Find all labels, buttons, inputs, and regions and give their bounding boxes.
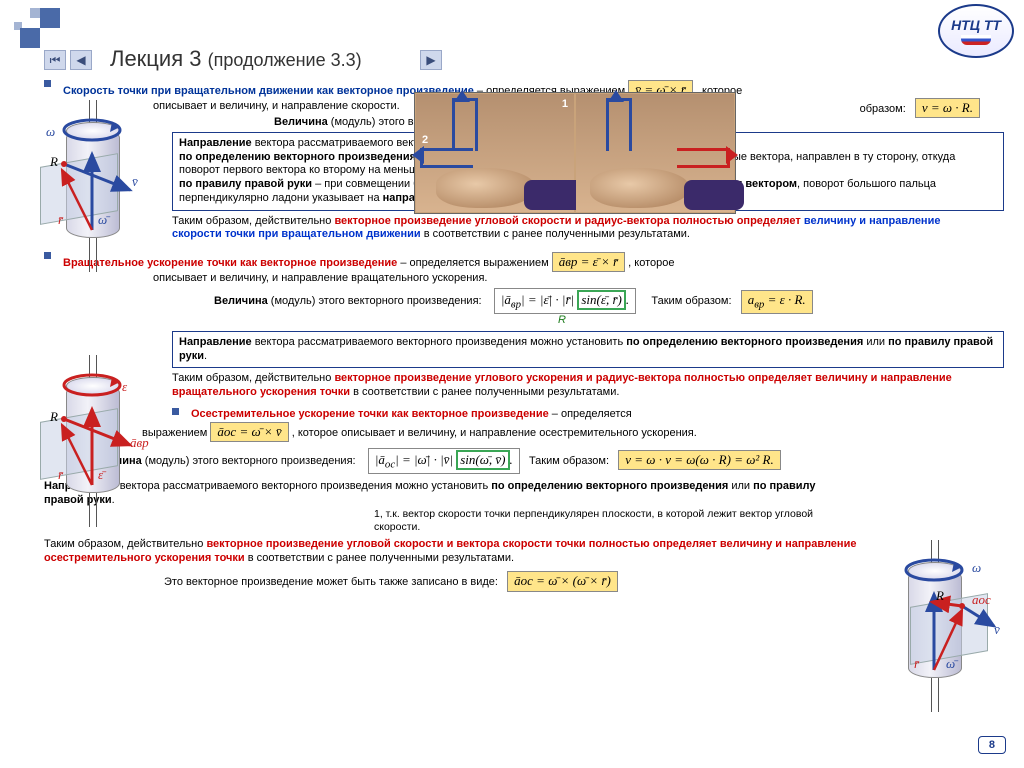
logo: НТЦ ТТ — [938, 4, 1014, 58]
s3-line2b: , которое описывает и величину, и направ… — [292, 427, 697, 439]
nav-first-button[interactable]: ⏮ — [44, 50, 66, 70]
d3-w: ω̄ — [946, 656, 955, 672]
formula-avr-mag: |āвр| = |ε̄| · |r̄| sin(ε̄, r̄). — [494, 288, 636, 314]
bullet-icon-3 — [172, 408, 179, 415]
d2-r: r̄ — [58, 467, 63, 483]
section-centripetal: Осестремительное ускорение точки как век… — [44, 408, 1004, 592]
s3-mag2: (модуль) этого векторного произведения: — [142, 455, 356, 467]
bullet-icon — [44, 80, 51, 87]
s2-dir-f: . — [204, 350, 207, 362]
s2-thus: Таким образом: — [651, 295, 731, 307]
s3-con-c: в соответствии с ранее полученными резул… — [245, 552, 514, 564]
title-main: Лекция 3 — [110, 46, 201, 71]
section-velocity: Скорость точки при вращательном движении… — [44, 80, 1004, 242]
s1-heading: Скорость точки при вращательном движении… — [63, 85, 474, 97]
s3-line2a: выражением — [142, 427, 210, 439]
formula-aoc-final: āос = ω̄ × (ω̄ × r̄) — [507, 571, 618, 591]
s3-heading: Осестремительное ускорение точки как век… — [191, 408, 549, 420]
diagram-centripetal: ω R aос v̄ r̄ ω̄ — [876, 540, 991, 715]
hand-photo-left: 1 2 — [416, 94, 574, 212]
s3-dir-b: вектора рассматриваемого векторного прои… — [117, 480, 492, 492]
d2-eps: ε — [122, 379, 127, 395]
formula-aoc: āос = ω̄ × v̄ — [210, 422, 288, 442]
s2-con-c: в соответствии с ранее полученными резул… — [350, 386, 619, 398]
s3-text1: – определяется — [549, 408, 632, 420]
formula-avr-res: aвр = ε · R. — [741, 290, 813, 314]
hand-label-1: 1 — [562, 98, 568, 112]
slide-nav-next: ▶ — [420, 50, 442, 70]
s2-text1: – определяется выражением — [397, 257, 551, 269]
s3-note: 1, т.к. вектор скорости точки перпендику… — [374, 508, 844, 534]
s3-final: Это векторное произведение может быть та… — [164, 576, 498, 588]
s3-dir-c: по определению векторного произведения — [491, 480, 728, 492]
s2-con-a: Таким образом, действительно — [172, 372, 334, 384]
d1-omega: ω — [46, 124, 55, 140]
logo-flag-icon — [961, 35, 991, 45]
d2-R: R — [50, 409, 58, 425]
s3-dir-d: или — [728, 480, 753, 492]
formula-v-result: v = ω · R. — [915, 98, 980, 118]
nav-prev-button[interactable]: ◀ — [70, 50, 92, 70]
s1-con-a: Таким образом, действительно — [172, 215, 334, 227]
s1-thus-lbl: образом: — [860, 103, 906, 115]
s2-r-label: R — [558, 314, 1004, 328]
s2-mag1: Величина — [214, 295, 268, 307]
s2-mag2: (модуль) этого векторного произведения: — [268, 295, 482, 307]
formula-aoc-mag: |āос| = |ω̄| · |v̄| sin(ω̄, v̄). — [368, 448, 520, 474]
d1-v: v̄ — [132, 174, 138, 190]
s3-thus: Таким образом: — [529, 455, 609, 467]
slide-title: Лекция 3 (продолжение 3.3) — [110, 46, 362, 72]
formula-avr: āвр = ε̄ × r̄ — [552, 252, 625, 272]
hand-label-2: 2 — [422, 134, 428, 148]
hand-photo-right — [576, 94, 734, 212]
s3-con-a: Таким образом, действительно — [44, 538, 206, 550]
s1-mag1: Величина — [274, 116, 328, 128]
s2-dir-c: по определению векторного произведения — [626, 336, 863, 348]
d1-w: ω̄ — [98, 212, 107, 228]
diagram-rot-accel: ε R r̄ ε̄ āвр — [34, 355, 149, 530]
s2-dir-b: вектора рассматриваемого векторного прои… — [252, 336, 627, 348]
d3-v: v̄ — [994, 622, 1000, 638]
slide-nav: ⏮ ◀ — [44, 50, 92, 70]
title-sub: (продолжение 3.3) — [208, 50, 362, 70]
s1-box-p3a: по правилу правой руки — [179, 178, 312, 190]
content: Скорость точки при вращательном движении… — [44, 80, 1004, 598]
s1-box-p1a: Направление — [179, 137, 252, 149]
d3-a: aос — [972, 592, 991, 608]
corner-decoration — [8, 8, 68, 48]
s2-dir-d: или — [863, 336, 888, 348]
diagram-velocity: ω R r̄ ω̄ v̄ — [34, 100, 149, 275]
d2-a: āвр — [130, 435, 149, 451]
formula-aoc-res: v = ω · v = ω(ω · R) = ω² R. — [618, 450, 781, 470]
d1-r: r̄ — [58, 212, 63, 228]
s1-con-c: в соответствии с ранее полученными резул… — [421, 228, 690, 240]
page-number: 8 — [978, 736, 1006, 754]
d3-R: R — [936, 588, 944, 604]
logo-text: НТЦ ТТ — [951, 17, 1001, 33]
nav-next-button[interactable]: ▶ — [420, 50, 442, 70]
s2-text2: , которое — [625, 257, 674, 269]
s2-dir-a: Направление — [179, 336, 252, 348]
d1-R: R — [50, 154, 58, 170]
s1-box-p2a: по определению векторного произведения — [179, 151, 416, 163]
d3-r: r̄ — [914, 656, 919, 672]
s2-line2: описывает и величину, и направление вращ… — [153, 272, 1004, 286]
s1-con-b1: векторное произведение угловой скорости … — [334, 215, 803, 227]
d2-e: ε̄ — [98, 467, 103, 483]
d3-omega: ω — [972, 560, 981, 576]
section-rot-accel: Вращательное ускорение точки как векторн… — [44, 252, 1004, 400]
hand-rule-photo: 1 2 — [414, 92, 736, 214]
